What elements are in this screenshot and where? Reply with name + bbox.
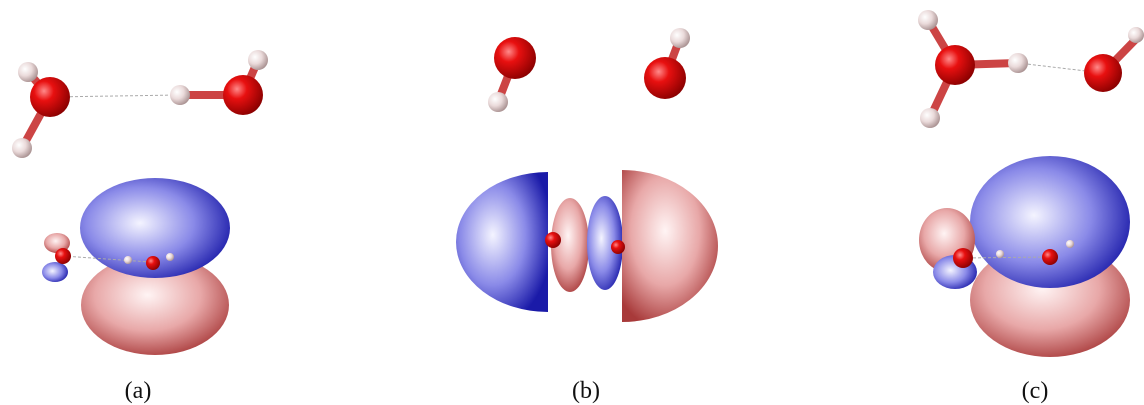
hydrogen — [18, 62, 38, 82]
orbital-lobe — [456, 172, 548, 312]
molecule-pair-b — [488, 28, 690, 112]
hydrogen — [918, 10, 938, 30]
oxygen — [545, 232, 561, 248]
oxygen — [494, 37, 536, 79]
oxygen — [1042, 249, 1058, 265]
hydrogen — [920, 108, 940, 128]
oxygen — [146, 256, 160, 270]
panel-label: (a) — [125, 378, 152, 404]
hydrogen — [12, 138, 32, 158]
orbital-lobe — [622, 170, 718, 322]
orbital-a — [42, 178, 230, 355]
hydrogen — [170, 85, 190, 105]
molecule-pair-a — [12, 50, 268, 158]
molecule-pair-c — [918, 10, 1144, 128]
oxygen — [935, 45, 975, 85]
hydrogen — [670, 28, 690, 48]
oxygen — [1084, 54, 1122, 92]
hydrogen — [488, 92, 508, 112]
oxygen — [223, 75, 263, 115]
hydrogen — [166, 253, 174, 261]
oxygen — [953, 248, 973, 268]
figure: (a) (b) (c) — [0, 0, 1144, 405]
orbital-b — [456, 170, 718, 322]
panel-label: (b) — [572, 378, 600, 404]
hydrogen — [1008, 53, 1028, 73]
orbital-c — [919, 156, 1130, 357]
orbital-lobe — [970, 156, 1130, 288]
hydrogen — [248, 50, 268, 70]
panel-label: (c) — [1022, 378, 1049, 404]
oxygen — [30, 77, 70, 117]
oxygen — [55, 248, 71, 264]
oxygen — [611, 240, 625, 254]
oxygen — [644, 57, 686, 99]
hydrogen — [1128, 27, 1144, 43]
hydrogen — [1066, 240, 1074, 248]
orbital-lobe — [42, 262, 68, 282]
hydrogen — [124, 256, 132, 264]
hydrogen — [996, 250, 1004, 258]
